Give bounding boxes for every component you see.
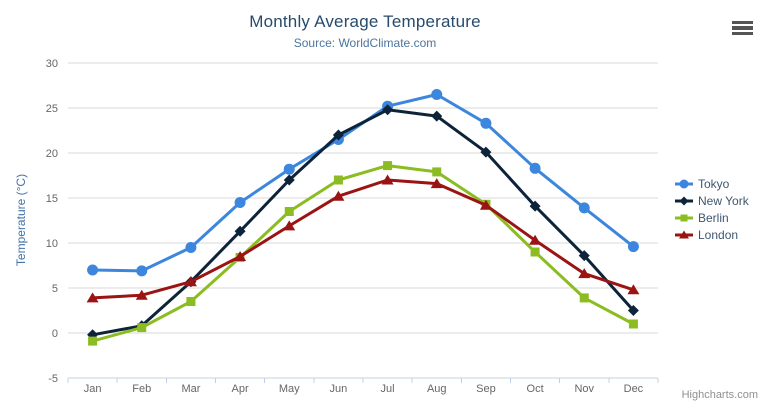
- triangle-marker-icon: [135, 289, 148, 300]
- legend-label: New York: [698, 194, 750, 208]
- square-marker-icon: [186, 297, 196, 306]
- x-tick-label: Jun: [330, 383, 348, 395]
- triangle-marker-icon: [381, 174, 394, 185]
- series-line-new-york: [91, 108, 635, 337]
- triangle-marker-icon: [679, 230, 689, 239]
- triangle-marker-icon: [430, 178, 443, 189]
- chart-title: Monthly Average Temperature: [249, 12, 481, 31]
- triangle-marker-icon: [184, 276, 197, 287]
- triangle-marker-icon: [529, 234, 542, 245]
- series-tokyo: [87, 89, 639, 277]
- x-tick-label: Mar: [181, 383, 200, 395]
- legend-label: Berlin: [698, 211, 729, 225]
- circle-marker-icon: [185, 242, 197, 253]
- square-marker-icon: [680, 214, 688, 222]
- legend-item-london[interactable]: [675, 230, 693, 239]
- circle-marker-icon: [431, 89, 443, 100]
- diamond-marker-icon: [480, 146, 492, 158]
- chart-subtitle: Source: WorldClimate.com: [293, 36, 437, 50]
- legend-label: London: [698, 228, 738, 242]
- diamond-marker-icon: [578, 250, 590, 262]
- highcharts-credit-link[interactable]: Highcharts.com: [681, 389, 758, 401]
- triangle-marker-icon: [283, 220, 296, 231]
- square-marker-icon: [137, 323, 147, 333]
- triangle-marker-icon: [578, 268, 591, 279]
- y-tick-label: 25: [46, 103, 58, 115]
- square-marker-icon: [333, 175, 343, 185]
- series-london: [86, 174, 640, 303]
- y-tick-label: 20: [46, 148, 58, 160]
- hamburger-icon: [732, 31, 753, 35]
- square-marker-icon: [579, 293, 589, 303]
- circle-marker-icon: [529, 162, 541, 174]
- square-marker-icon: [284, 207, 294, 216]
- square-marker-icon: [530, 247, 540, 257]
- diamond-marker-icon: [283, 174, 295, 186]
- diamond-marker-icon: [529, 200, 541, 212]
- diamond-marker-icon: [332, 129, 344, 141]
- diamond-marker-icon: [431, 110, 443, 122]
- triangle-marker-icon: [627, 284, 640, 295]
- diamond-marker-icon: [234, 225, 246, 237]
- legend-item-new-york[interactable]: [675, 196, 693, 206]
- export-menu-button[interactable]: [732, 21, 753, 35]
- y-tick-label: 0: [52, 328, 58, 340]
- triangle-marker-icon: [332, 190, 345, 201]
- x-tick-label: Nov: [574, 383, 594, 395]
- series-line-london: [91, 178, 635, 300]
- circle-marker-icon: [480, 117, 492, 129]
- y-tick-label: -5: [48, 373, 58, 385]
- square-marker-icon: [628, 319, 638, 329]
- y-tick-label: 5: [52, 283, 58, 295]
- diamond-marker-icon: [679, 196, 689, 206]
- triangle-marker-icon: [86, 292, 99, 303]
- square-marker-icon: [432, 167, 442, 177]
- y-tick-label: 15: [46, 193, 58, 205]
- legend-label: Tokyo: [698, 177, 730, 191]
- legend-item-tokyo[interactable]: [675, 179, 693, 189]
- x-tick-label: Jul: [381, 383, 395, 395]
- x-tick-label: May: [279, 383, 300, 395]
- diamond-marker-icon: [382, 104, 394, 116]
- x-tick-label: Apr: [232, 383, 249, 395]
- hamburger-icon: [732, 21, 753, 25]
- x-tick-label: Sep: [476, 383, 496, 395]
- x-tick-label: Aug: [427, 383, 447, 395]
- triangle-marker-icon: [479, 199, 492, 210]
- diamond-marker-icon: [627, 305, 639, 316]
- circle-marker-icon: [234, 197, 246, 208]
- legend-item-berlin[interactable]: [675, 214, 693, 222]
- y-tick-label: 30: [46, 58, 58, 70]
- series-new-york: [87, 104, 639, 341]
- series-line-berlin: [91, 164, 635, 343]
- circle-marker-icon: [87, 264, 99, 276]
- x-tick-label: Dec: [624, 383, 644, 395]
- y-axis-title: Temperature (°C): [14, 174, 28, 266]
- triangle-marker-icon: [234, 251, 247, 261]
- x-tick-label: Jan: [84, 383, 102, 395]
- circle-marker-icon: [679, 179, 689, 189]
- circle-marker-icon: [136, 265, 148, 277]
- circle-marker-icon: [578, 202, 590, 214]
- hamburger-icon: [732, 26, 753, 30]
- circle-marker-icon: [283, 163, 295, 175]
- square-marker-icon: [88, 336, 98, 346]
- square-marker-icon: [383, 161, 393, 171]
- y-tick-label: 10: [46, 238, 58, 250]
- x-tick-label: Oct: [527, 383, 544, 395]
- x-tick-label: Feb: [132, 383, 151, 395]
- circle-marker-icon: [627, 241, 639, 253]
